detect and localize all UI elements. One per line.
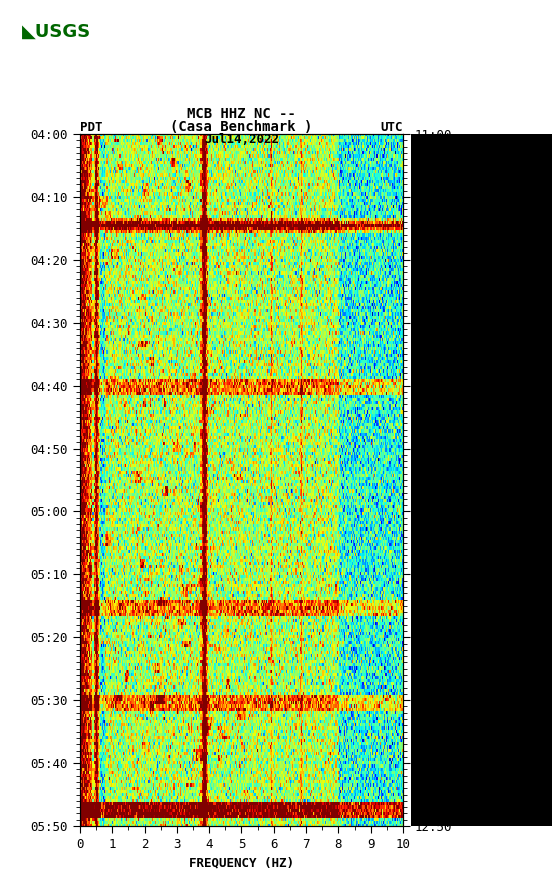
- Text: PDT: PDT: [80, 121, 103, 134]
- Text: (Casa Benchmark ): (Casa Benchmark ): [171, 120, 312, 134]
- Text: Jul14,2022: Jul14,2022: [204, 132, 279, 146]
- X-axis label: FREQUENCY (HZ): FREQUENCY (HZ): [189, 856, 294, 870]
- Text: MCB HHZ NC --: MCB HHZ NC --: [187, 106, 296, 121]
- Text: ◣USGS: ◣USGS: [22, 22, 91, 40]
- Text: UTC: UTC: [380, 121, 403, 134]
